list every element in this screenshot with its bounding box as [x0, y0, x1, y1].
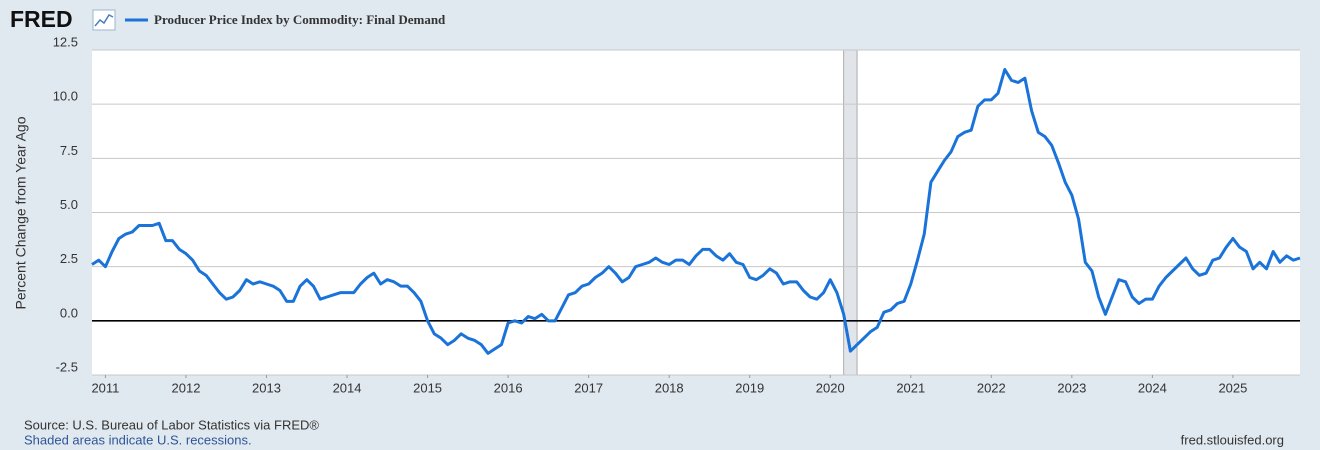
x-tick-label: 2021 [896, 380, 925, 395]
x-tick-label: 2014 [333, 380, 362, 395]
logo: FRED [10, 6, 73, 32]
icon-frame [92, 9, 116, 31]
legend-label: Producer Price Index by Commodity: Final… [154, 12, 446, 27]
y-axis-label: Percent Change from Year Ago [13, 116, 29, 309]
x-tick-label: 2015 [413, 380, 442, 395]
x-tick-label: 2018 [655, 380, 684, 395]
site: fred.stlouisfed.org [1181, 432, 1284, 447]
source: Source: U.S. Bureau of Labor Statistics … [24, 417, 319, 432]
x-tick-label: 2019 [735, 380, 764, 395]
x-tick-label: 2011 [91, 380, 119, 395]
x-tick-label: 2017 [574, 380, 603, 395]
x-tick-label: 2016 [494, 380, 523, 395]
x-tick-label: 2025 [1218, 380, 1247, 395]
icon-line [94, 14, 114, 27]
x-tick-label: 2022 [977, 380, 1006, 395]
x-tick-label: 2013 [252, 380, 281, 395]
x-tick-label: 2023 [1057, 380, 1086, 395]
recession-note: Shaded areas indicate U.S. recessions. [24, 432, 252, 447]
x-tick-label: 2024 [1138, 380, 1167, 395]
y-tick-label: 5.0 [60, 197, 78, 212]
y-tick-label: 12.5 [53, 34, 78, 49]
x-tick-label: 2012 [172, 380, 201, 395]
y-tick-label: -2.5 [56, 359, 78, 374]
y-tick-label: 0.0 [60, 305, 78, 320]
logo-icon [92, 9, 116, 31]
y-tick-label: 2.5 [60, 251, 78, 266]
x-tick-label: 2020 [816, 380, 845, 395]
y-tick-label: 7.5 [60, 143, 78, 158]
y-tick-label: 10.0 [53, 89, 78, 104]
series-line [91, 68, 1301, 355]
